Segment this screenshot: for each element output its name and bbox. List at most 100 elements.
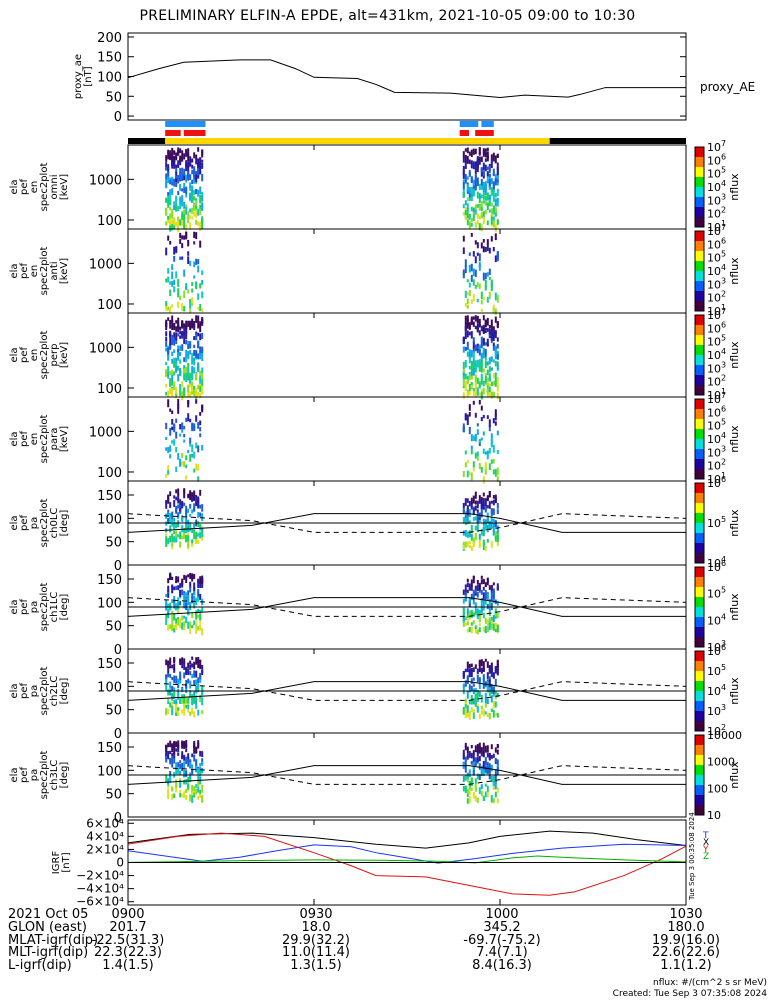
pa-flux-cell	[470, 787, 473, 791]
pa-flux-cell	[474, 589, 477, 594]
en-flux-cell	[484, 375, 487, 384]
en-flux-cell	[169, 454, 172, 459]
pa-flux-cell	[173, 595, 176, 604]
pa-flux-cell	[173, 675, 176, 683]
en-flux-cell	[472, 188, 475, 197]
pa-flux-cell	[482, 586, 485, 591]
pa-flux-cell	[165, 614, 168, 621]
mode-flag-blue	[459, 121, 479, 127]
en-flux-cell	[187, 368, 190, 375]
pa-flux-cell	[468, 786, 471, 791]
en-flux-cell	[464, 176, 467, 183]
en-flux-cell	[464, 265, 467, 274]
pa-flux-cell	[173, 613, 176, 619]
en-flux-cell	[177, 294, 180, 298]
pa-flux-cell	[486, 686, 489, 693]
ephemeris-value: 201.7	[109, 920, 147, 935]
colorbar-tick-label: 10	[707, 809, 721, 822]
pa-ytick-label: 50	[105, 620, 122, 635]
en-flux-cell	[464, 413, 467, 421]
pa-flux-cell	[199, 524, 202, 531]
pa-flux-cell	[201, 795, 204, 803]
pa-flux-cell	[197, 740, 200, 747]
pa-flux-cell	[197, 501, 200, 507]
pa-panel-ylabel-line: ch1LC	[49, 592, 60, 623]
pa-flux-cell	[175, 779, 178, 787]
pa-flux-cell	[468, 509, 471, 516]
en-flux-cell	[478, 193, 481, 199]
en-flux-cell	[494, 316, 497, 323]
en-flux-cell	[185, 206, 188, 215]
en-flux-cell	[165, 301, 168, 307]
pa-flux-cell	[476, 757, 479, 762]
en-flux-cell	[492, 216, 495, 222]
pa-flux-cell	[189, 711, 192, 716]
en-flux-cell	[165, 167, 168, 171]
pa-flux-cell	[496, 712, 499, 718]
en-flux-cell	[175, 362, 178, 371]
colorbar-frame	[694, 146, 705, 228]
en-flux-cell	[201, 221, 204, 230]
en-flux-cell	[470, 360, 473, 366]
en-flux-cell	[468, 172, 471, 177]
en-flux-cell	[185, 320, 188, 329]
time-tick-label: 0930	[299, 907, 333, 922]
en-flux-cell	[472, 181, 475, 190]
pa-flux-cell	[197, 614, 200, 618]
pa-flux-cell	[468, 796, 471, 804]
en-flux-cell	[169, 427, 172, 436]
pa-flux-cell	[191, 698, 194, 706]
en-flux-cell	[470, 331, 473, 339]
pa-flux-cell	[167, 494, 170, 502]
pa-panel-ylabel-line: ch0LC	[49, 508, 60, 539]
en-flux-cell	[165, 303, 168, 311]
en-flux-cell	[472, 358, 475, 366]
en-flux-cell	[197, 173, 200, 179]
en-flux-cell	[183, 332, 186, 339]
pa-flux-cell	[169, 750, 172, 755]
en-flux-cell	[494, 155, 497, 164]
en-flux-cell	[169, 378, 172, 386]
en-flux-cell	[470, 198, 473, 202]
en-flux-cell	[462, 247, 465, 255]
pa-flux-cell	[189, 621, 192, 628]
colorbar-tick-label: 103	[707, 639, 726, 654]
en-flux-cell	[179, 232, 182, 239]
pa-flux-cell	[462, 598, 465, 604]
pa-flux-cell	[177, 534, 180, 538]
pa-flux-cell	[476, 513, 479, 522]
colorbar-tick-label: 106	[707, 475, 726, 490]
pa-flux-cell	[466, 531, 469, 539]
en-flux-cell	[478, 344, 481, 349]
en-flux-cell	[494, 308, 497, 315]
pa-flux-cell	[474, 516, 477, 521]
pa-flux-cell	[169, 774, 172, 780]
colorbar-segment	[695, 671, 704, 682]
en-flux-cell	[496, 476, 499, 482]
en-flux-cell	[197, 170, 200, 176]
pa-flux-cell	[181, 741, 184, 749]
pa-flux-cell	[480, 705, 483, 710]
pa-flux-cell	[490, 500, 493, 504]
en-flux-cell	[468, 290, 471, 296]
colorbar-segment	[695, 785, 704, 796]
en-flux-cell	[472, 185, 475, 191]
en-flux-cell	[165, 178, 168, 183]
pa-flux-cell	[492, 686, 495, 695]
pa-flux-cell	[177, 707, 180, 711]
pa-flux-cell	[476, 668, 479, 674]
en-flux-cell	[169, 224, 172, 232]
en-flux-cell	[468, 159, 471, 165]
pa-flux-cell	[193, 711, 196, 718]
pa-flux-cell	[474, 758, 477, 766]
en-flux-cell	[494, 372, 497, 377]
en-flux-cell	[191, 372, 194, 381]
pa-flux-cell	[191, 795, 194, 803]
en-flux-cell	[199, 204, 202, 210]
pa-flux-cell	[468, 790, 471, 795]
en-flux-cell	[167, 347, 170, 353]
en-flux-cell	[490, 332, 493, 338]
ephemeris-row-label: GLON (east)	[8, 920, 87, 935]
pa-flux-cell	[490, 602, 493, 611]
pa-flux-cell	[484, 583, 487, 588]
